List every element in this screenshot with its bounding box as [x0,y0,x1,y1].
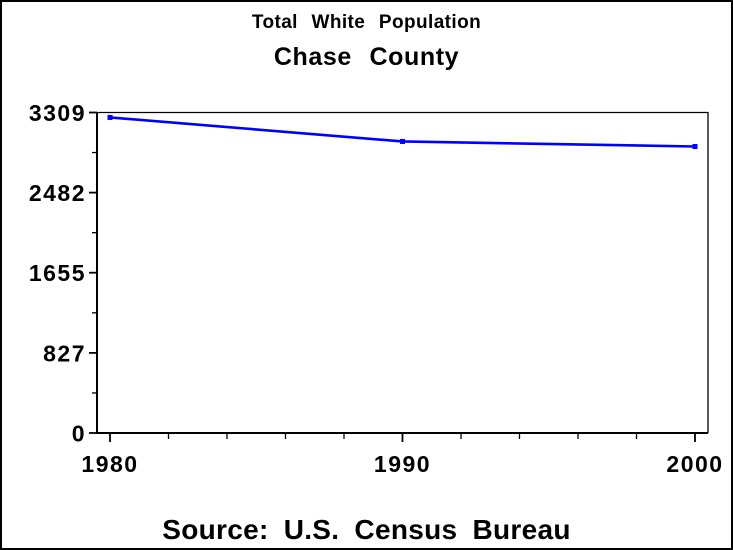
chart-title: Total White Population [251,12,482,33]
y-axis-tick-label: 3309 [29,100,86,126]
x-axis-tick-label: 1980 [81,451,138,477]
axis-lines [96,112,708,434]
plot-frame [97,111,709,433]
y-axis-tick-label: 2482 [29,180,86,206]
data-point-marker-1990 [400,138,405,144]
y-axis-tick-label: 1655 [29,260,86,286]
x-axis-tick-label: 2000 [666,451,723,477]
source-note: Source: U.S. Census Bureau [162,514,571,545]
x-axis-tick-label: 1990 [374,451,431,477]
y-axis-tick-label: 827 [43,340,86,366]
data-point-marker-2000 [692,143,698,149]
y-axis-tick-label: 0 [72,421,86,447]
data-point-marker-1980 [107,114,113,120]
chart-subtitle: Chase County [273,43,460,71]
